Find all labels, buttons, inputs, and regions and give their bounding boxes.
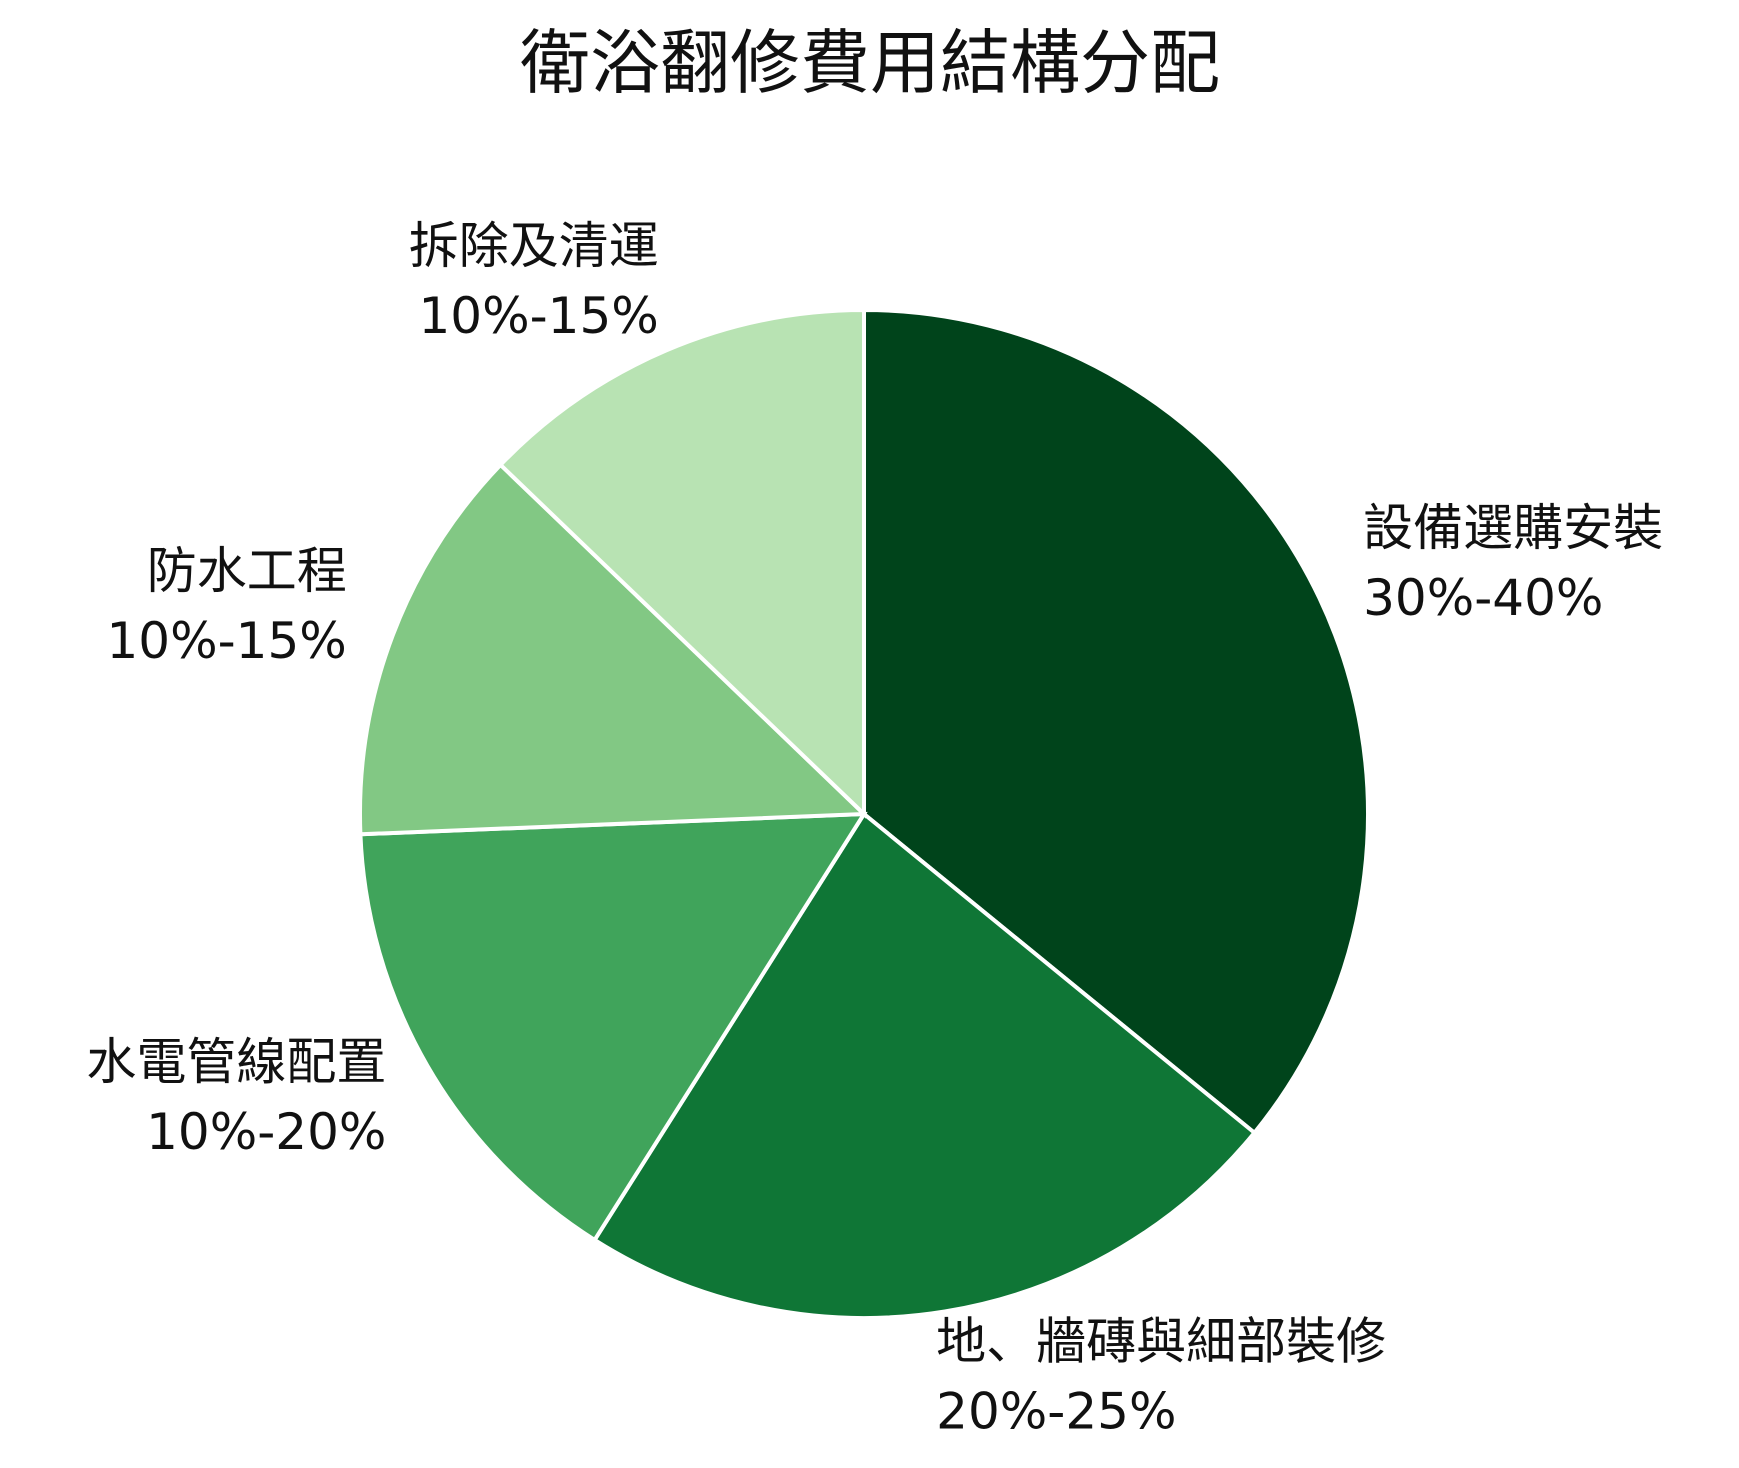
pie-slice: [358, 811, 868, 1243]
slice-label: 地、牆磚與細部裝修: [936, 1313, 1386, 1371]
slice-value-label: 10%-15%: [418, 287, 658, 345]
chart-title: 衛浴翻修費用結構分配: [520, 22, 1220, 104]
pie-slice: [358, 462, 869, 837]
slice-label: 設備選購安裝: [1363, 499, 1663, 557]
slice-value-label: 30%-40%: [1363, 569, 1603, 627]
pie-slice: [591, 811, 1258, 1320]
pie-slice: [862, 307, 1370, 1136]
slice-value-label: 10%-20%: [146, 1103, 386, 1161]
slice-label: 水電管線配置: [86, 1033, 386, 1091]
slice-label: 拆除及清運: [409, 217, 659, 275]
slice-label: 防水工程: [147, 542, 347, 600]
slice-value-label: 20%-25%: [936, 1383, 1176, 1441]
slice-value-label: 10%-15%: [106, 612, 346, 670]
pie-slice: [497, 307, 866, 819]
